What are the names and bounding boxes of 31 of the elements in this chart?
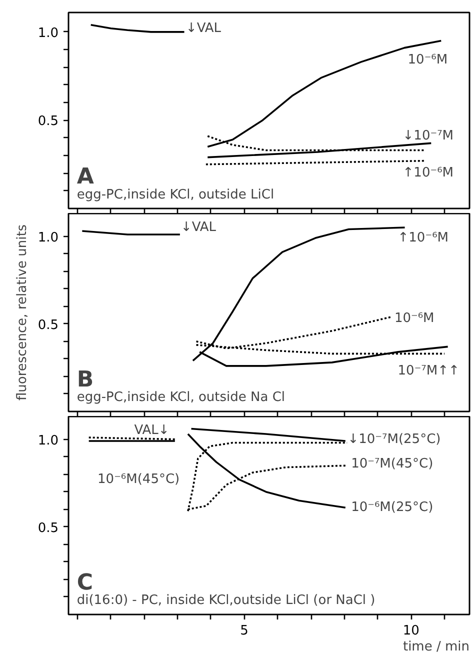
x-tick-label: 10 (402, 624, 420, 638)
annotation: ↓VAL (180, 220, 217, 236)
annotation: egg-PC,inside KCl, outside LiCl (76, 187, 274, 202)
annotation: 10⁻⁶M(25°C) (351, 500, 434, 516)
annotation: 10⁻⁷M↑↑ (398, 364, 460, 379)
annotation: 10⁻⁶M (408, 52, 448, 68)
annotation: 10⁻⁶M(45°C) (98, 472, 180, 488)
annotation: di(16:0) - PC, inside KCl,outside LiCl (or NaCl ) (76, 593, 376, 608)
x-axis-title: time / min (402, 640, 470, 654)
annotation: ↑10⁻⁶M (402, 166, 454, 181)
line-series (187, 433, 346, 509)
annotation: ↑10⁻⁶M (398, 230, 449, 246)
annotation: 10⁻⁷M(45°C) (351, 456, 434, 472)
y-tick-label: 1.0 (38, 230, 59, 246)
x-tick-label: 5 (240, 624, 248, 638)
annotation: ↓VAL (186, 20, 222, 36)
y-tick-label: 1.0 (38, 433, 59, 448)
annotation: ↓10⁻⁷M (402, 128, 454, 144)
annotation: A (76, 164, 94, 190)
y-tick-label: 0.5 (38, 318, 59, 333)
annotation: egg-PC,inside KCl, outside Na Cl (76, 390, 286, 406)
annotation: 10⁻⁶M (394, 311, 434, 326)
annotation: C (76, 570, 93, 596)
y-tick-label: 0.5 (38, 114, 59, 130)
annotation: B (76, 367, 94, 392)
annotation: VAL↓ (134, 423, 170, 438)
annotation: ↓10⁻⁷M(25°C) (348, 432, 441, 447)
y-tick-label: 1.0 (38, 26, 59, 41)
line-series (90, 24, 186, 33)
y-tick-label: 0.5 (38, 520, 59, 536)
y-axis-title: fluorescence, relative units (14, 224, 30, 401)
